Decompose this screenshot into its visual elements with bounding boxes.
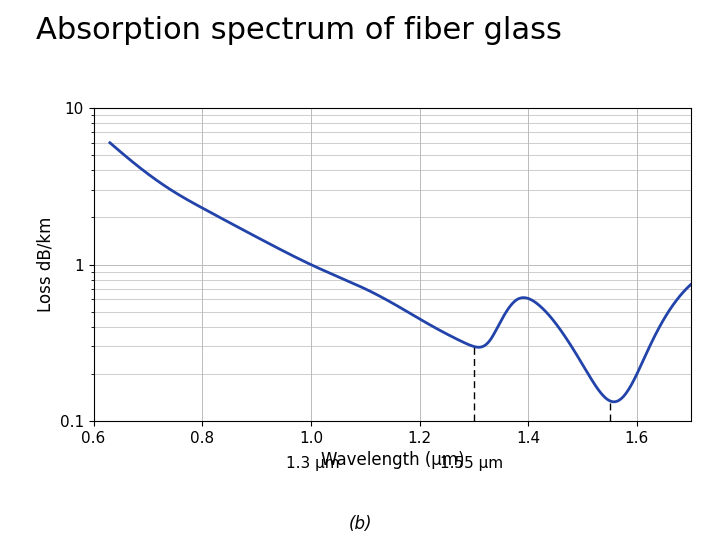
X-axis label: Wavelength (μm): Wavelength (μm) [320,451,464,469]
Y-axis label: Loss dB/km: Loss dB/km [36,217,54,312]
Text: Absorption spectrum of fiber glass: Absorption spectrum of fiber glass [36,16,562,45]
Text: 1.3 μm: 1.3 μm [287,456,340,471]
Text: 1.55 μm: 1.55 μm [440,456,503,471]
Text: (b): (b) [348,515,372,533]
